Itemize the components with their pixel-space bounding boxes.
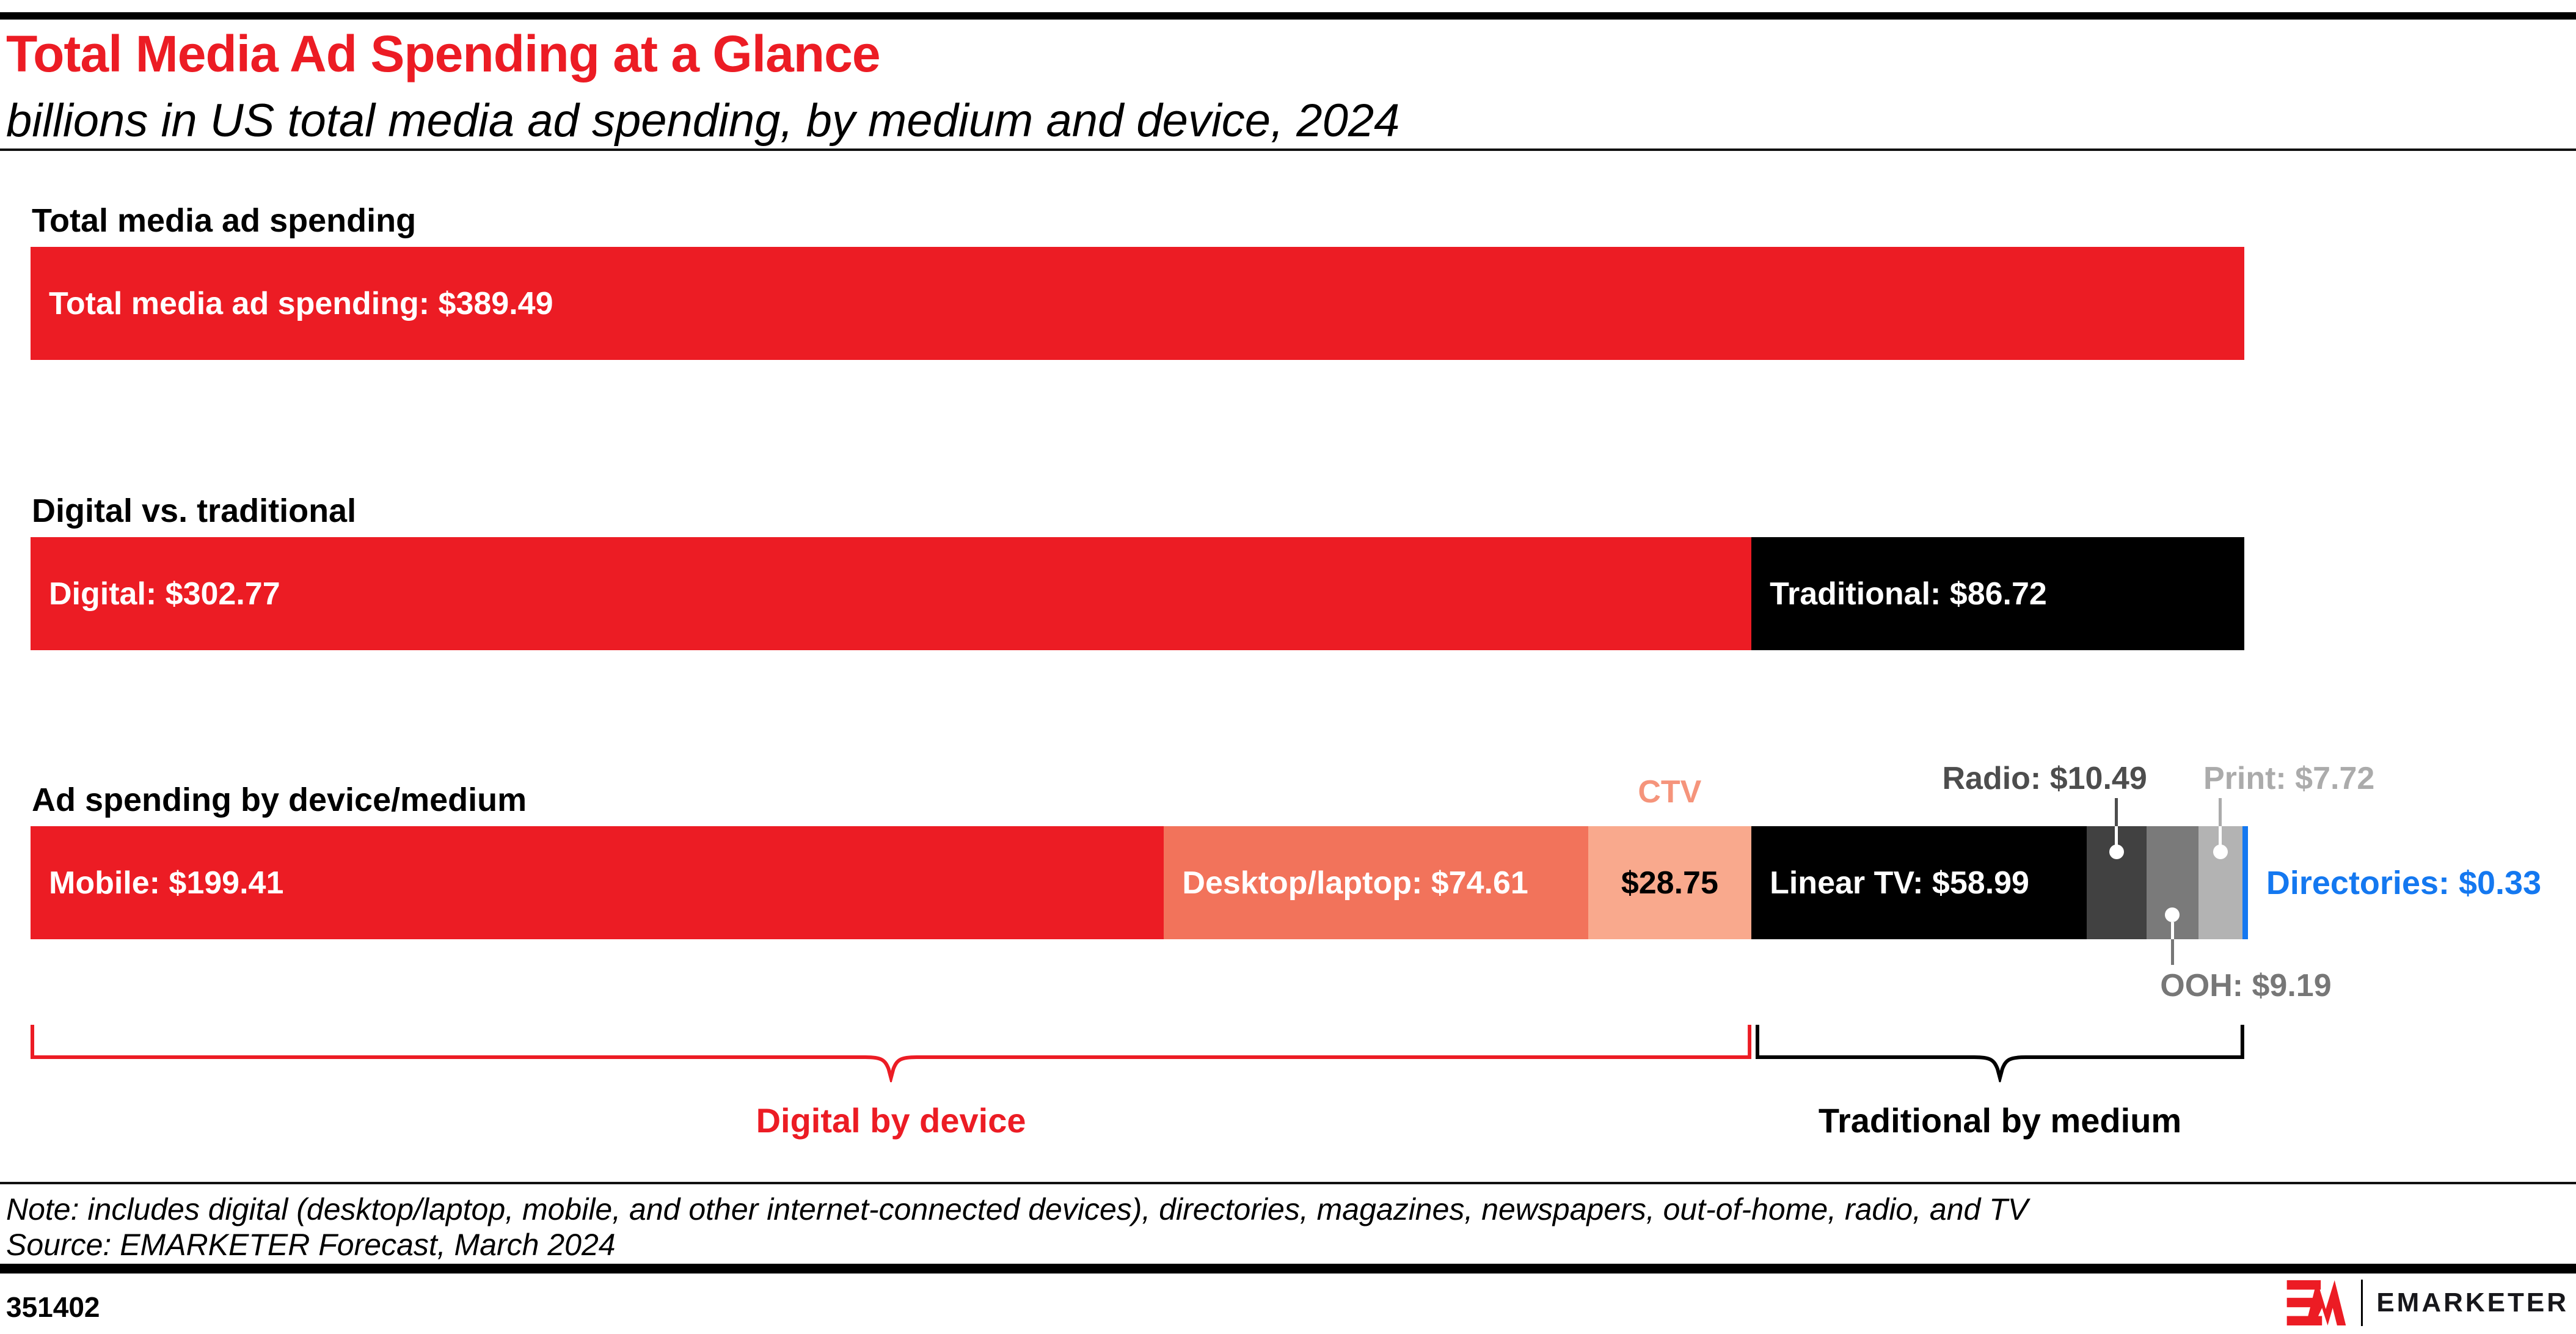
callout-dot-print [2213,845,2228,859]
header-divider-rule [0,148,2576,151]
chart-id: 351402 [6,1291,100,1323]
callout-stem-inner-ooh [2170,922,2174,939]
bar-segment-digital: Digital: $302.77 [31,537,1752,650]
bar-segment-traditional: Traditional: $86.72 [1751,537,2244,650]
segment-top-label-ctv: CTV [1638,774,1702,810]
segment-label-traditional: Traditional: $86.72 [1770,576,2047,612]
bar-segment-ctv: $28.75 CTV [1588,774,1752,939]
segment-label-digital: Digital: $302.77 [49,576,280,612]
bar-segment-ooh: OOH: $9.19 [2146,826,2332,1003]
bar-segment-desktop-laptop: Desktop/laptop: $74.61 [1164,826,1588,939]
callout-stem-print [2219,798,2222,826]
brace-digital-by-device: Digital by device [31,1024,1752,1140]
segment-label-ctv: $28.75 [1621,865,1718,901]
bar-row-by-device-medium: Mobile: $199.41 Desktop/laptop: $74.61 $28… [31,761,2541,1003]
logo-divider [2361,1280,2363,1326]
bar-row-digital-vs-traditional: Digital: $302.77 Traditional: $86.72 [31,537,2244,650]
emarketer-wordmark: EMARKETER [2376,1288,2569,1318]
chart-subtitle: billions in US total media ad spending, … [6,95,1400,147]
segment-label-mobile: Mobile: $199.41 [49,865,284,901]
bar-segment-mobile: Mobile: $199.41 [31,826,1164,939]
callout-label-ooh: OOH: $9.19 [2160,968,2332,1003]
segment-label-total: Total media ad spending: $389.49 [49,285,553,321]
row-heading-by-device-medium: Ad spending by device/medium [32,782,527,818]
callout-stem-ooh [2170,939,2174,965]
callout-label-radio: Radio: $10.49 [1942,761,2147,796]
side-label-directories: Directories: $0.33 [2266,864,2542,901]
footnote-divider-rule [0,1182,2576,1184]
footnote-source: Source: EMARKETER Forecast, March 2024 [6,1228,616,1262]
row-heading-total: Total media ad spending [32,202,417,239]
callout-stem-inner-radio [2115,826,2118,846]
brace-path-digital-by-device [31,1025,1752,1082]
callout-label-print: Print: $7.72 [2203,761,2375,796]
bar-segment-print: Print: $7.72 [2198,761,2374,939]
segment-label-desktop-laptop: Desktop/laptop: $74.61 [1182,865,1528,901]
callout-stem-inner-print [2219,826,2222,846]
chart-title: Total Media Ad Spending at a Glance [6,25,881,82]
bar-row-total: Total media ad spending: $389.49 [31,247,2244,360]
top-black-rule [0,12,2576,20]
footer-thick-rule [0,1264,2576,1274]
callout-dot-ooh [2165,907,2180,922]
brace-label-traditional-by-medium: Traditional by medium [1818,1101,2182,1140]
bar-segment-radio: Radio: $10.49 [1942,761,2147,939]
callout-stem-radio [2115,798,2118,826]
emarketer-em-mark-icon [2286,1280,2346,1325]
bar-segment-total: Total media ad spending: $389.49 [31,247,2244,360]
footnote-note: Note: includes digital (desktop/laptop, … [6,1192,2029,1226]
brace-path-traditional-by-medium [1756,1025,2244,1082]
brace-label-digital-by-device: Digital by device [756,1101,1026,1140]
callout-dot-radio [2109,845,2124,859]
bar-segment-directories: Directories: $0.33 [2242,826,2541,939]
brace-traditional-by-medium: Traditional by medium [1756,1024,2244,1140]
row-heading-digital-vs-traditional: Digital vs. traditional [32,493,357,529]
segment-label-linear-tv: Linear TV: $58.99 [1770,865,2029,901]
emarketer-logo: EMARKETER [2286,1278,2569,1327]
bar-segment-linear-tv: Linear TV: $58.99 [1751,826,2087,939]
